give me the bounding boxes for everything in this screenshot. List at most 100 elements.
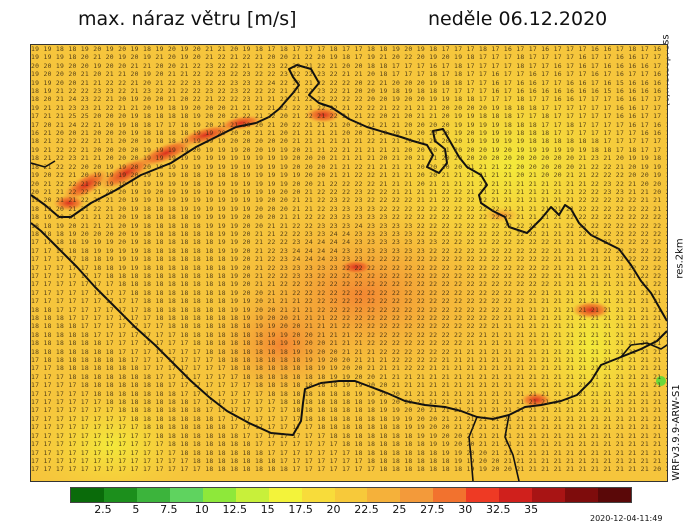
- legend-color-step: [235, 488, 269, 502]
- value-row: 19 20 21 21 22 22 21 20 19 19 19 19 19 1…: [31, 196, 667, 205]
- value-row: 18 18 17 17 17 17 17 17 17 18 18 18 18 1…: [31, 305, 667, 314]
- value-row: 17 17 18 18 18 18 18 18 18 17 17 17 17 1…: [31, 364, 667, 373]
- value-row: 17 17 17 17 17 17 17 17 18 18 18 18 18 1…: [31, 414, 667, 423]
- value-row: 18 18 18 18 18 17 17 17 17 17 17 17 18 1…: [31, 330, 667, 339]
- value-row: 19 20 22 21 20 19 19 19 20 19 19 19 18 1…: [31, 171, 667, 180]
- value-row: 18 18 18 18 17 17 17 17 17 17 17 18 18 1…: [31, 322, 667, 331]
- map-title: max. náraz větru [m/s]: [78, 8, 297, 30]
- legend-tick-label: 20: [326, 503, 341, 516]
- value-row: 18 21 22 22 20 20 19 19 20 20 19 19 19 1…: [31, 162, 667, 171]
- value-row: 17 17 17 17 17 17 17 17 18 18 18 18 18 1…: [31, 288, 667, 297]
- gust-spot-east: [571, 301, 611, 319]
- value-row: 17 17 17 17 17 18 18 19 19 18 18 18 18 1…: [31, 263, 667, 272]
- value-row: 17 17 17 17 17 17 18 18 18 18 18 18 18 1…: [31, 398, 667, 407]
- gust-value-grid: 19 19 18 18 19 20 19 20 19 18 19 20 19 2…: [31, 45, 667, 481]
- value-row: 19 19 19 18 20 21 20 19 20 19 21 20 19 2…: [31, 53, 667, 62]
- legend-color-step: [400, 488, 434, 502]
- legend-tick-label: 17.5: [288, 503, 313, 516]
- value-row: 18 19 20 21 21 22 21 20 19 18 18 18 19 1…: [31, 204, 667, 213]
- legend-ticks: 2.5 5 7.5 10 12.5 15 17.5 20 22.5 25 27.5 30 32.5 35: [70, 503, 630, 519]
- resolution-label: res.2km: [674, 238, 686, 279]
- value-row: 19 19 20 20 21 21 22 22 21 20 21 22 22 2…: [31, 78, 667, 87]
- legend-color-step: [202, 488, 236, 502]
- model-label: WRFv3.9.9-ARW-S1: [670, 384, 682, 481]
- legend-tick-label: 30: [458, 503, 473, 516]
- value-row: 17 18 18 18 18 18 18 18 17 17 17 17 17 1…: [31, 356, 667, 365]
- gust-spot-north: [305, 107, 341, 123]
- field-cool-southwest: [31, 385, 201, 481]
- value-row: 17 17 17 17 17 17 17 18 18 18 18 18 18 1…: [31, 280, 667, 289]
- legend-color-step: [433, 488, 467, 502]
- value-row: 19 19 18 18 19 20 19 20 19 18 19 20 19 2…: [31, 45, 667, 53]
- value-row: 17 20 21 24 22 21 20 19 18 18 17 17 18 1…: [31, 120, 667, 129]
- legend-tick-label: 35: [524, 503, 539, 516]
- value-row: 18 20 21 24 23 22 21 20 19 20 20 21 20 2…: [31, 95, 667, 104]
- value-row: 19 21 22 22 21 20 20 20 20 19 19 19 19 2…: [31, 145, 667, 154]
- value-row: 17 17 18 18 19 19 19 20 19 18 18 18 18 1…: [31, 238, 667, 247]
- value-row: 17 17 17 17 17 17 17 17 17 18 18 18 18 1…: [31, 423, 667, 432]
- legend-color-step: [598, 488, 631, 502]
- value-row: 18 18 18 17 17 17 17 17 17 17 18 18 18 1…: [31, 314, 667, 322]
- value-row: 18 18 19 20 21 21 21 20 19 18 18 18 18 1…: [31, 221, 667, 230]
- gust-spot-center: [340, 260, 372, 274]
- legend-color-step: [565, 488, 598, 502]
- value-row: 18 18 18 18 18 18 17 17 17 17 17 17 17 1…: [31, 339, 667, 348]
- value-row: 16 21 20 20 21 20 20 20 19 18 18 18 18 1…: [31, 129, 667, 138]
- value-row: 17 17 17 18 18 19 19 19 19 18 18 18 18 1…: [31, 246, 667, 255]
- legend-tick-label: 12.5: [222, 503, 247, 516]
- map-canvas: [31, 45, 667, 481]
- legend-color-step: [301, 488, 335, 502]
- ridge-gust-streak: [53, 115, 263, 211]
- legend-color-step: [268, 488, 302, 502]
- value-row: 17 17 17 17 17 17 17 17 17 17 18 18 18 1…: [31, 431, 667, 440]
- value-row: 17 17 17 17 18 18 18 18 18 18 18 17 17 1…: [31, 381, 667, 390]
- run-timestamp: 2020-12-04-11:49: [590, 514, 663, 523]
- value-row: 17 17 17 18 18 18 18 18 18 18 17 17 17 1…: [31, 372, 667, 381]
- wind-gust-map: 19 19 18 18 19 20 19 20 19 18 19 20 19 2…: [30, 44, 668, 482]
- legend-color-step: [71, 488, 104, 502]
- legend-tick-label: 10: [194, 503, 209, 516]
- country-border: [31, 64, 667, 322]
- legend-tick-label: 7.5: [160, 503, 178, 516]
- value-row: 17 17 17 17 17 17 17 17 17 17 17 18 18 1…: [31, 440, 667, 449]
- value-row: 17 17 17 17 17 17 17 17 17 17 17 17 17 1…: [31, 456, 667, 465]
- value-row: 20 21 21 22 22 21 20 20 19 19 20 19 19 1…: [31, 187, 667, 196]
- value-row: 18 21 22 23 21 21 20 20 20 19 19 19 19 1…: [31, 154, 667, 163]
- value-row: 20 21 22 22 21 20 19 19 19 19 19 19 19 1…: [31, 179, 667, 188]
- legend-color-step: [169, 488, 203, 502]
- value-row: 18 18 18 19 20 20 20 20 19 18 18 18 18 1…: [31, 229, 667, 238]
- country-border-south: [31, 222, 667, 436]
- low-gust-spot: [656, 376, 666, 386]
- legend-color-step: [532, 488, 566, 502]
- value-row: 18 19 21 22 22 23 23 22 21 23 22 21 22 2…: [31, 87, 667, 96]
- legend-tick-label: 27.5: [420, 503, 445, 516]
- value-row: 17 17 17 17 17 17 17 17 17 18 18 18 18 1…: [31, 297, 667, 306]
- legend-color-step: [136, 488, 170, 502]
- legend-tick-label: 2.5: [94, 503, 112, 516]
- value-row: 20 20 19 20 20 19 20 20 21 21 20 20 21 2…: [31, 61, 667, 70]
- forecast-date: neděle 06.12.2020: [428, 8, 608, 30]
- legend-tick-label: 25: [392, 503, 407, 516]
- value-row: 17 21 21 25 25 20 20 20 19 18 18 18 18 1…: [31, 112, 667, 121]
- value-row: 19 20 20 20 21 20 21 21 20 19 20 21 21 2…: [31, 70, 667, 79]
- color-legend: [70, 487, 632, 503]
- legend-tick-label: 5: [132, 503, 140, 516]
- legend-color-step: [334, 488, 368, 502]
- legend-color-step: [499, 488, 533, 502]
- legend-tick-label: 15: [260, 503, 275, 516]
- value-row: 19 21 21 23 23 21 22 21 21 20 19 18 19 2…: [31, 103, 667, 112]
- value-row: 17 17 17 17 17 17 17 17 17 17 17 17 18 1…: [31, 448, 667, 457]
- value-row: 17 17 17 17 17 17 17 17 17 17 17 17 17 1…: [31, 465, 667, 474]
- legend-tick-label: 32.5: [485, 503, 511, 516]
- value-row: 17 17 17 17 17 17 17 18 18 18 18 18 18 1…: [31, 406, 667, 415]
- legend-color-step: [367, 488, 401, 502]
- field-warm-southcenter: [201, 285, 361, 405]
- region-boundary: [31, 160, 667, 481]
- value-row: 18 21 22 22 22 21 21 20 20 19 18 18 19 1…: [31, 137, 667, 146]
- value-row: 18 18 18 18 18 18 18 17 17 17 17 17 17 1…: [31, 347, 667, 356]
- legend-color-step: [103, 488, 137, 502]
- value-row: 17 17 17 17 17 17 18 18 18 18 18 18 18 1…: [31, 271, 667, 280]
- value-row: 17 17 17 17 17 18 18 18 18 18 18 18 17 1…: [31, 389, 667, 398]
- legend-color-step: [466, 488, 500, 502]
- legend-tick-label: 22.5: [354, 503, 379, 516]
